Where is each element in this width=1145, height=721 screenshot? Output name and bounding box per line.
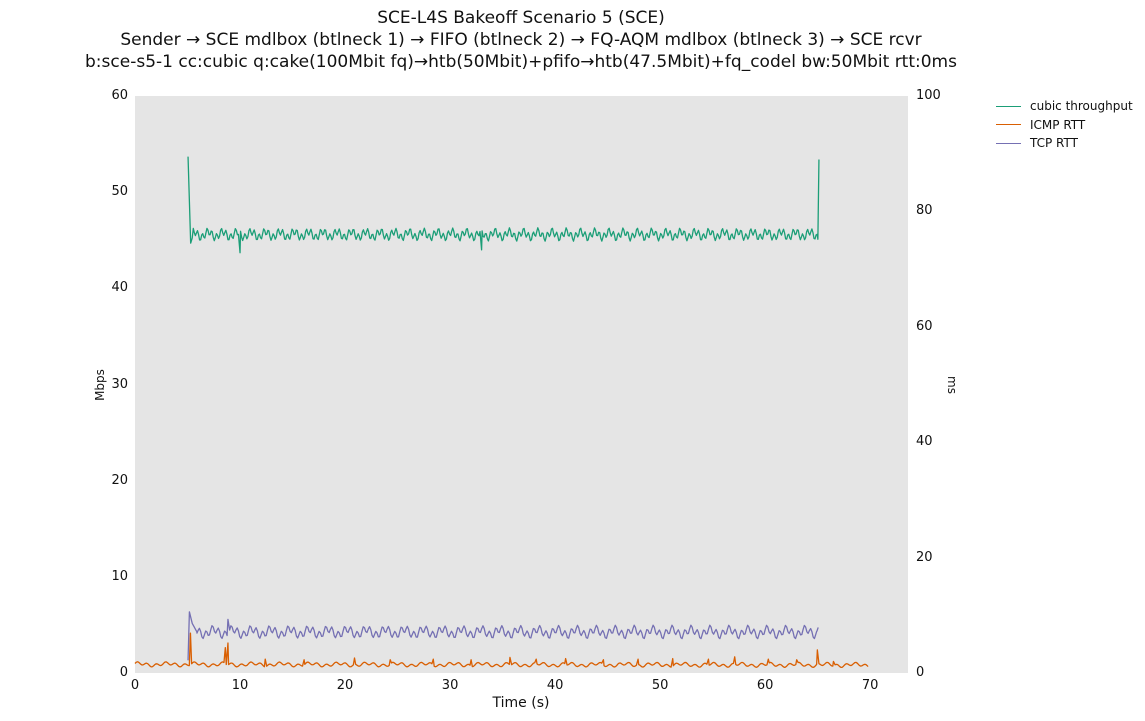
y-left-tick-10: 10: [111, 568, 128, 584]
chart-subtitle-parameters: b:sce-s5-1 cc:cubic q:cake(100Mbit fq)→h…: [85, 52, 957, 72]
x-tick-10: 10: [231, 678, 249, 693]
legend-line-swatch: [996, 105, 1021, 107]
y-left-tick-40: 40: [111, 280, 128, 296]
y-left-tick-60: 60: [111, 88, 128, 103]
plot-area-background: [135, 96, 908, 673]
y-left-tick-30: 30: [111, 376, 128, 392]
y-right-tick-60: 60: [916, 318, 933, 334]
y-left-tick-20: 20: [111, 472, 128, 488]
y-left-tick-50: 50: [111, 184, 128, 200]
legend: cubic throughput ICMP RTT TCP RTT: [996, 97, 1133, 153]
y-axis-label-right: ms: [945, 376, 959, 394]
y-right-tick-20: 20: [916, 549, 933, 565]
y-right-tick-0: 0: [916, 665, 925, 680]
x-tick-50: 50: [651, 678, 669, 693]
series-line-tcp-rtt: [187, 611, 819, 661]
legend-item-cubic-throughput: cubic throughput: [996, 97, 1133, 116]
legend-label: TCP RTT: [1030, 136, 1078, 151]
x-tick-60: 60: [756, 678, 774, 693]
legend-label: cubic throughput: [1030, 99, 1133, 114]
legend-item-tcp-rtt: TCP RTT: [996, 134, 1133, 153]
legend-item-icmp-rtt: ICMP RTT: [996, 116, 1133, 135]
series-line-icmp-rtt: [134, 632, 869, 669]
chart-title: SCE-L4S Bakeoff Scenario 5 (SCE): [377, 8, 665, 28]
y-axis-label-left: Mbps: [93, 369, 107, 401]
x-axis-label: Time (s): [492, 695, 550, 711]
y-right-tick-40: 40: [916, 434, 933, 450]
legend-label: ICMP RTT: [1030, 117, 1086, 132]
y-right-tick-80: 80: [916, 203, 933, 219]
x-tick-0: 0: [130, 678, 140, 693]
legend-line-swatch: [996, 142, 1021, 144]
legend-line-swatch: [996, 124, 1021, 126]
y-right-tick-100: 100: [916, 88, 941, 103]
y-left-tick-0: 0: [119, 665, 128, 680]
x-tick-70: 70: [861, 678, 879, 693]
x-tick-30: 30: [441, 678, 459, 693]
series-line-cubic-throughput: [187, 156, 820, 254]
x-tick-20: 20: [336, 678, 354, 693]
chart-subtitle-topology: Sender → SCE mdlbox (btlneck 1) → FIFO (…: [120, 30, 922, 50]
x-tick-40: 40: [546, 678, 564, 693]
